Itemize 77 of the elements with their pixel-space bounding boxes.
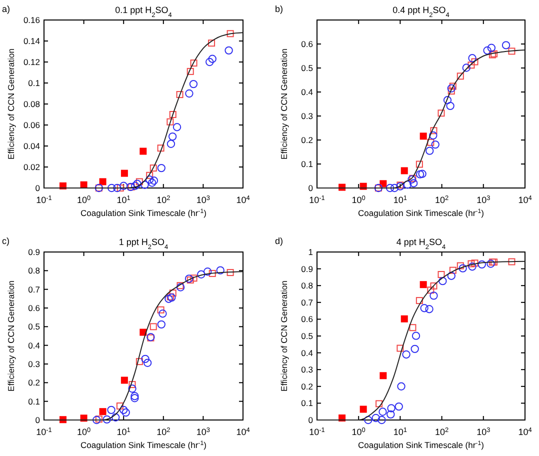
x-tick-label: 10$^{2}$: [156, 426, 171, 437]
y-axis-title: Efficiency of CCN Generation: [6, 280, 16, 392]
y-tick-label: 0.12: [23, 56, 40, 67]
y-tick-label: 0.6: [301, 38, 314, 49]
x-tick-label: 10$^{-1}$: [309, 194, 326, 205]
x-tick-label: 10$^{1}$: [393, 194, 408, 205]
y-tick-label: 0.1: [301, 158, 314, 169]
y-tick-label: 0.8: [301, 280, 314, 291]
y-tick-label: 0.7: [301, 297, 314, 308]
x-axis-title: Coagulation Sink Timescale (hr$^{-1}$): [358, 440, 484, 450]
x-tick-label: 10$^{1}$: [116, 426, 131, 437]
y-tick-label: 0.9: [28, 246, 40, 257]
y-tick-label: 0.16: [23, 14, 40, 25]
y-tick-label: 0.6: [301, 314, 314, 324]
x-axis-title: Coagulation Sink Timescale (hr$^{-1}$): [358, 208, 484, 218]
y-tick-label: 0.5: [28, 322, 40, 332]
chart-title: 0.1 ppt H$_{2}$SO$_{4}$: [115, 5, 172, 18]
x-tick-label: 10$^{1}$: [116, 194, 131, 205]
text: c): [2, 236, 10, 246]
y-tick-label: 0.2: [301, 381, 314, 392]
x-tick-label: 10$^{-1}$: [36, 194, 52, 205]
text: a): [2, 4, 10, 14]
x-tick-label: 10$^{4}$: [518, 194, 532, 205]
chart-title: 4 ppt H$_{2}$SO$_{4}$: [396, 237, 446, 250]
y-tick-label: 0.7: [28, 284, 40, 294]
y-tick-label: 0.5: [301, 330, 314, 341]
x-tick-label: 10$^{3}$: [476, 194, 491, 205]
y-tick-label: 0.3: [28, 358, 40, 369]
y-tick-label: 0: [308, 414, 314, 425]
text: b): [275, 4, 284, 14]
y-tick-label: 0.4: [301, 348, 314, 358]
y-tick-label: 0.1: [28, 396, 40, 406]
y-tick-label: 0: [35, 182, 40, 193]
x-tick-label: 10$^{4}$: [236, 426, 250, 437]
y-tick-label: 0.3: [301, 110, 314, 121]
y-tick-label: 0.6: [28, 302, 40, 313]
y-tick-label: 0.02: [23, 162, 40, 172]
x-tick-label: 10$^{4}$: [236, 194, 250, 205]
y-tick-label: 0.2: [301, 134, 314, 145]
text: d): [275, 236, 284, 246]
y-axis-title: Efficiency of CCN Generation: [279, 280, 289, 392]
x-tick-label: 10$^{0}$: [76, 426, 92, 437]
x-tick-label: 10$^{-1}$: [309, 426, 326, 437]
x-tick-label: 10$^{3}$: [196, 426, 210, 437]
y-tick-label: 0.04: [23, 140, 40, 151]
y-tick-label: 0: [35, 414, 40, 425]
y-tick-label: 0.3: [301, 364, 314, 375]
x-tick-label: 10$^{-1}$: [36, 426, 52, 437]
x-tick-label: 10$^{2}$: [434, 194, 450, 205]
x-tick-label: 10$^{2}$: [156, 194, 171, 205]
x-tick-label: 10$^{1}$: [393, 426, 408, 437]
y-axis-title: Efficiency of CCN Generation: [279, 48, 289, 160]
y-tick-label: 0.2: [28, 378, 40, 388]
chart-title: 1 ppt H$_{2}$SO$_{4}$: [118, 237, 169, 250]
x-tick-label: 10$^{3}$: [476, 426, 491, 437]
chart-title: 0.4 ppt H$_{2}$SO$_{4}$: [392, 5, 450, 18]
y-tick-label: 0.1: [301, 398, 314, 408]
y-tick-label: 0.4: [301, 86, 314, 97]
x-axis-title: Coagulation Sink Timescale (hr$^{-1}$): [80, 440, 207, 450]
x-tick-label: 10$^{2}$: [434, 426, 450, 437]
y-tick-label: 0.5: [301, 62, 314, 73]
y-tick-label: 0.08: [23, 98, 40, 109]
y-axis-title: Efficiency of CCN Generation: [6, 48, 16, 160]
y-tick-label: 0.14: [23, 36, 40, 46]
y-tick-label: 0.06: [23, 120, 40, 130]
x-tick-label: 10$^{0}$: [352, 194, 366, 205]
x-tick-label: 10$^{0}$: [352, 426, 366, 437]
x-tick-label: 10$^{0}$: [76, 194, 92, 205]
y-tick-label: 0: [308, 182, 314, 193]
x-axis-title: Coagulation Sink Timescale (hr$^{-1}$): [80, 208, 207, 218]
y-tick-label: 0.9: [301, 264, 314, 274]
y-tick-label: 1: [308, 246, 314, 257]
y-tick-label: 0.8: [28, 266, 40, 276]
y-tick-label: 0.4: [28, 340, 40, 350]
x-tick-label: 10$^{3}$: [196, 194, 210, 205]
x-tick-label: 10$^{4}$: [518, 426, 532, 437]
y-tick-label: 0.1: [28, 78, 40, 88]
